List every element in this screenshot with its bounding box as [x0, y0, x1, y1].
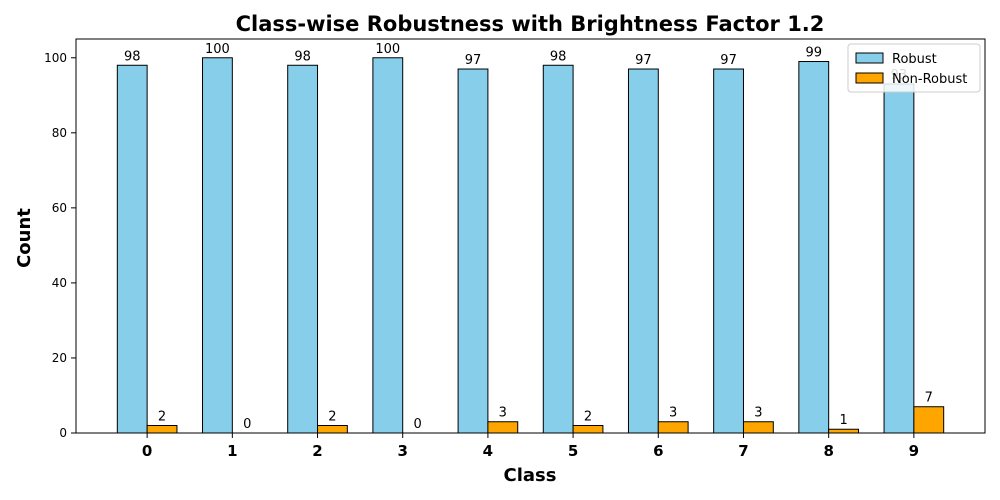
x-axis-label: Class — [504, 465, 557, 486]
x-tick-label: 5 — [568, 442, 578, 460]
y-tick-label: 60 — [52, 201, 67, 215]
bar-non-robust-class-7 — [742, 421, 774, 434]
x-tick-label: 4 — [483, 442, 493, 460]
bar-non-robust-class-9 — [913, 406, 945, 434]
x-tick-label: 9 — [909, 442, 919, 460]
bar-label-non-robust-class-9: 7 — [925, 391, 933, 406]
y-tick-label: 0 — [59, 426, 67, 440]
bar-label-non-robust-class-5: 2 — [584, 409, 592, 424]
bar-label-robust-class-8: 99 — [805, 46, 822, 61]
bar-non-robust-class-2 — [317, 424, 348, 434]
bar-non-robust-class-6 — [657, 421, 689, 434]
bar-non-robust-class-0 — [146, 424, 178, 434]
bar-label-non-robust-class-8: 1 — [839, 413, 847, 428]
legend: Robust Non-Robust — [847, 43, 981, 93]
bar-robust-class-0 — [116, 64, 148, 434]
x-tick-label: 8 — [823, 442, 833, 460]
bars-layer — [116, 57, 945, 434]
bar-label-non-robust-class-6: 3 — [669, 406, 677, 421]
bar-robust-class-7 — [713, 68, 744, 434]
bar-labels-layer: 98100981009798979799932020323317 — [124, 42, 933, 432]
bar-label-non-robust-class-1: 0 — [243, 417, 251, 432]
bar-non-robust-class-8 — [828, 428, 859, 434]
bar-label-robust-class-5: 98 — [550, 49, 567, 64]
bar-robust-class-4 — [457, 68, 489, 434]
bar-label-non-robust-class-0: 2 — [158, 409, 166, 424]
x-tick-label: 3 — [397, 442, 407, 460]
bar-label-non-robust-class-7: 3 — [754, 406, 762, 421]
bar-robust-class-1 — [202, 57, 233, 434]
x-axis: 0 1 2 3 4 5 6 7 8 9 — [142, 433, 919, 460]
bar-robust-class-2 — [287, 64, 319, 434]
bar-label-non-robust-class-3: 0 — [413, 417, 421, 432]
bar-label-robust-class-4: 97 — [465, 53, 482, 68]
legend-label-non-robust: Non-Robust — [892, 72, 967, 87]
y-axis-label: Count — [14, 208, 35, 268]
y-tick-label: 40 — [52, 276, 67, 290]
bar-label-non-robust-class-4: 3 — [499, 406, 507, 421]
y-tick-label: 100 — [44, 51, 67, 65]
y-tick-label: 80 — [52, 126, 67, 140]
plot-frame — [75, 38, 986, 434]
x-tick-label: 7 — [738, 442, 748, 460]
y-axis: 0 20 40 60 80 100 — [44, 51, 76, 440]
bar-label-robust-class-6: 97 — [635, 53, 652, 68]
legend-swatch-robust — [855, 52, 884, 64]
legend-swatch-non-robust — [855, 72, 884, 84]
bar-non-robust-class-5 — [572, 424, 604, 434]
y-tick-label: 20 — [52, 351, 67, 365]
bar-robust-class-3 — [372, 57, 404, 434]
bar-label-robust-class-7: 97 — [720, 53, 737, 68]
x-tick-label: 1 — [227, 442, 237, 460]
bar-non-robust-class-4 — [487, 421, 519, 434]
x-tick-label: 6 — [653, 442, 663, 460]
bar-label-robust-class-1: 100 — [205, 42, 230, 57]
bar-robust-class-6 — [627, 68, 659, 434]
bar-label-robust-class-0: 98 — [124, 49, 141, 64]
bar-robust-class-5 — [542, 64, 574, 434]
bar-robust-class-8 — [798, 61, 830, 434]
x-tick-label: 2 — [312, 442, 322, 460]
bar-label-non-robust-class-2: 2 — [328, 409, 336, 424]
bar-robust-class-9 — [883, 83, 915, 434]
x-tick-label: 0 — [142, 442, 152, 460]
chart-title: Class-wise Robustness with Brightness Fa… — [236, 12, 825, 36]
legend-label-robust: Robust — [892, 52, 937, 67]
bar-label-robust-class-3: 100 — [375, 42, 400, 57]
bar-label-robust-class-2: 98 — [294, 49, 311, 64]
